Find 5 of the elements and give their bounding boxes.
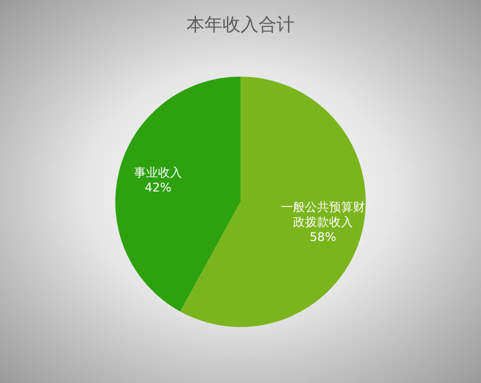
data-label: 42%	[144, 180, 172, 194]
data-label: 58%	[310, 230, 336, 244]
slice-label: 一般公共预算财政拨款收入	[280, 200, 365, 230]
slice-label: 事业收入	[134, 165, 182, 180]
chart-title: 本年收入合计	[186, 14, 294, 36]
